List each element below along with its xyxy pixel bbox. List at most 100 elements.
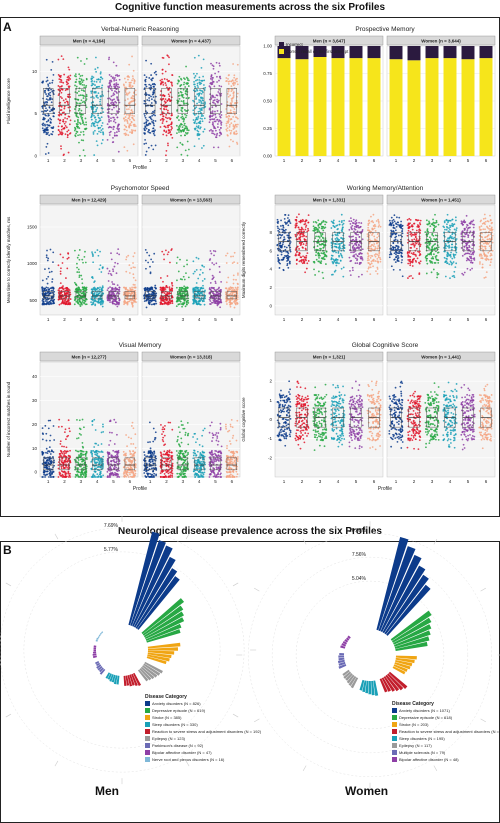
data-point	[84, 300, 87, 303]
x-tick-label: 5	[355, 317, 358, 322]
data-point	[281, 228, 283, 231]
data-point	[44, 289, 47, 292]
data-point	[208, 268, 211, 271]
data-point	[278, 267, 281, 269]
data-point	[289, 236, 292, 239]
data-point	[98, 292, 101, 294]
data-point	[106, 123, 109, 126]
data-point	[334, 242, 337, 245]
data-point	[192, 72, 195, 75]
data-point	[97, 92, 100, 94]
data-point	[170, 287, 173, 290]
data-point	[212, 80, 215, 83]
data-point	[211, 278, 214, 281]
jitter-points	[57, 252, 72, 306]
data-point	[217, 146, 220, 149]
data-point	[228, 129, 231, 132]
data-point	[80, 274, 83, 277]
data-point	[91, 298, 94, 301]
data-point	[305, 259, 307, 262]
data-point	[187, 85, 190, 87]
data-point	[375, 270, 377, 272]
data-point	[216, 118, 218, 121]
bar-correct	[389, 59, 403, 157]
data-point	[182, 296, 185, 299]
data-point	[377, 254, 380, 257]
data-point	[233, 261, 236, 264]
data-point	[232, 291, 235, 294]
data-point	[178, 75, 181, 78]
plot-area	[141, 45, 241, 157]
data-point	[281, 224, 284, 227]
data-point	[418, 222, 421, 224]
data-point	[181, 290, 184, 293]
data-point	[196, 296, 199, 299]
data-point	[284, 228, 287, 231]
data-point	[376, 268, 379, 270]
data-point	[348, 228, 351, 231]
data-point	[196, 134, 199, 137]
data-point	[230, 302, 232, 305]
data-point	[99, 117, 101, 120]
data-point	[161, 78, 163, 81]
data-point	[235, 78, 237, 81]
data-point	[45, 129, 48, 132]
data-point	[353, 255, 356, 258]
data-point	[107, 116, 110, 119]
data-point	[355, 247, 358, 250]
data-point	[203, 265, 205, 268]
data-point	[48, 98, 51, 101]
data-point	[46, 259, 49, 262]
data-point	[214, 127, 217, 130]
data-point	[168, 297, 171, 300]
data-point	[114, 76, 116, 79]
data-point	[100, 86, 103, 89]
data-point	[330, 227, 333, 229]
data-point	[62, 120, 65, 123]
data-point	[227, 74, 230, 77]
box	[92, 291, 103, 300]
data-point	[163, 105, 166, 108]
data-point	[202, 99, 204, 102]
data-point	[78, 82, 81, 84]
bar-correct	[407, 60, 421, 156]
data-point	[129, 118, 131, 121]
data-point	[96, 133, 99, 135]
data-point	[83, 302, 86, 305]
data-point	[192, 296, 195, 298]
data-point	[77, 121, 79, 124]
data-point	[300, 256, 303, 259]
data-point	[101, 267, 104, 270]
data-point	[162, 299, 165, 302]
data-point	[367, 220, 370, 222]
data-point	[432, 268, 435, 271]
data-point	[214, 280, 217, 283]
data-point	[406, 218, 409, 221]
data-point	[321, 227, 324, 230]
data-point	[52, 74, 55, 76]
data-point	[425, 254, 428, 257]
data-point	[81, 122, 84, 125]
data-point	[47, 85, 50, 87]
data-point	[236, 288, 239, 291]
data-point	[208, 108, 211, 111]
data-point	[288, 220, 291, 223]
data-point	[131, 305, 134, 308]
data-point	[92, 131, 95, 134]
data-point	[110, 117, 112, 120]
data-point	[226, 303, 228, 305]
data-point	[391, 233, 394, 236]
facet-strip	[274, 35, 384, 46]
data-point	[79, 305, 82, 308]
facet-label: Women (n = 3,644)	[421, 39, 461, 44]
data-point	[81, 83, 84, 86]
data-point	[148, 83, 151, 86]
data-point	[388, 256, 391, 259]
data-point	[301, 218, 304, 221]
data-point	[353, 230, 355, 233]
data-point	[75, 75, 77, 78]
data-point	[196, 133, 199, 135]
data-point	[125, 288, 127, 291]
data-point	[50, 118, 53, 121]
jitter-points	[73, 56, 88, 157]
